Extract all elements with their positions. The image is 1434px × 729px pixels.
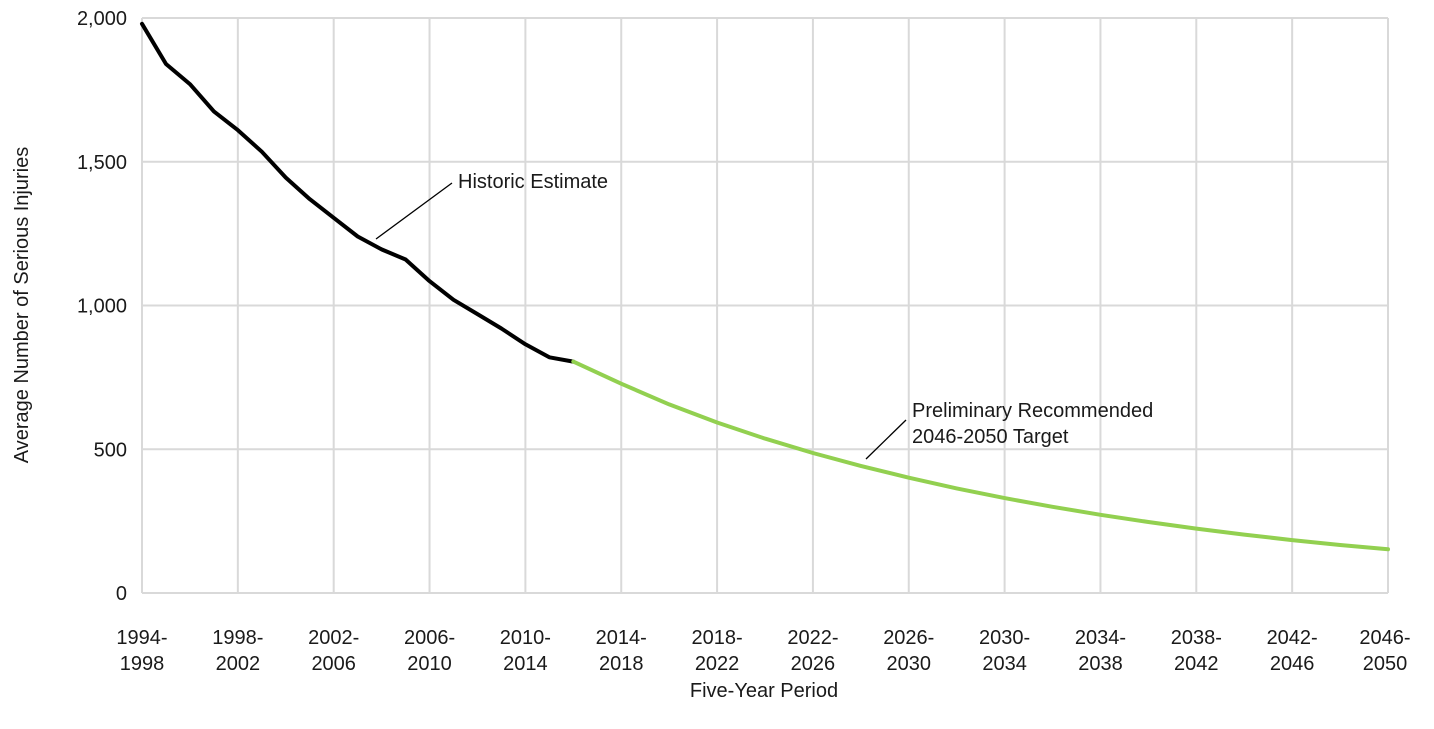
axes xyxy=(141,18,1388,594)
y-tick-label: 1,000 xyxy=(77,296,127,318)
series-line-1 xyxy=(571,359,1390,552)
y-tick-label: 2,000 xyxy=(77,8,127,30)
y-tick-label: 0 xyxy=(116,583,127,605)
series-line-0 xyxy=(140,21,576,364)
x-tick-label: 2022-2026 xyxy=(787,627,838,675)
x-tick-label: 2046-2050 xyxy=(1359,627,1410,675)
x-tick-label: 2018-2022 xyxy=(691,627,742,675)
gridlines xyxy=(142,17,1389,593)
x-tick-label: 2006-2010 xyxy=(404,627,455,675)
annotations: Historic Estimate Preliminary Recommended… xyxy=(375,171,1153,460)
x-tick-label: 2030-2034 xyxy=(979,627,1030,675)
x-tick-label: 2014-2018 xyxy=(596,627,647,675)
annotation-label-1: Preliminary Recommended 2046-2050 Target xyxy=(912,400,1153,448)
x-tick-label: 2002-2006 xyxy=(308,627,359,675)
x-tick-labels: 1994-1998 1998-2002 2002-2006 2006-2010 2010… xyxy=(116,627,1410,675)
x-tick-label: 1994-1998 xyxy=(116,627,167,675)
annotation-leader-0 xyxy=(375,182,453,240)
y-axis-title: Average Number of Serious Injuries xyxy=(11,147,33,463)
y-tick-label: 500 xyxy=(94,439,127,461)
x-tick-label: 2038-2042 xyxy=(1171,627,1222,675)
annotation-leader-1 xyxy=(865,419,907,460)
annotation-label-0: Historic Estimate xyxy=(458,171,608,193)
x-tick-label: 2026-2030 xyxy=(883,627,934,675)
x-axis-title: Five-Year Period xyxy=(690,680,838,702)
y-tick-label: 1,500 xyxy=(77,152,127,174)
x-tick-label: 2010-2014 xyxy=(500,627,551,675)
series-layer xyxy=(140,21,1390,552)
x-tick-label: 2034-2038 xyxy=(1075,627,1126,675)
x-tick-label: 1998-2002 xyxy=(212,627,263,675)
y-tick-labels: 0 500 1,000 1,500 2,000 xyxy=(77,8,127,605)
x-tick-label: 2042-2046 xyxy=(1267,627,1318,675)
